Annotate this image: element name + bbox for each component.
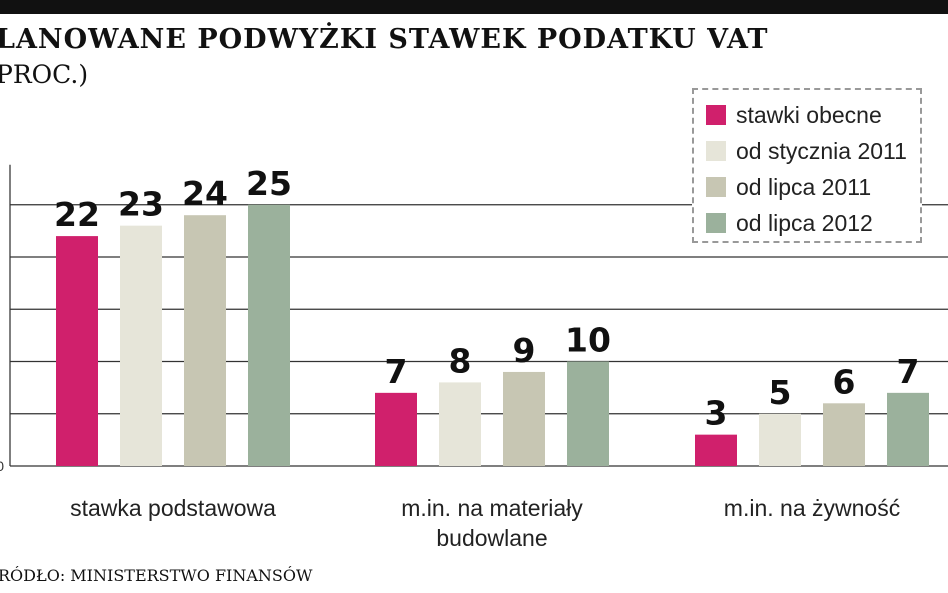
y-tick-label: 0: [0, 458, 4, 474]
legend-label: od lipca 2012: [736, 210, 873, 236]
bar-value-label: 23: [118, 185, 164, 224]
bar: [567, 361, 609, 466]
category-label: m.in. na żywność: [724, 495, 900, 521]
bar-value-label: 24: [182, 174, 228, 213]
legend-swatch: [706, 141, 726, 161]
bar-value-label: 3: [705, 394, 728, 433]
bar-value-label: 9: [513, 331, 536, 370]
legend-swatch: [706, 213, 726, 233]
bar-value-label: 25: [246, 164, 292, 203]
bar-value-label: 7: [897, 352, 920, 391]
legend-label: od stycznia 2011: [736, 138, 907, 164]
bar: [248, 204, 290, 466]
bar: [184, 215, 226, 466]
bar: [120, 225, 162, 466]
legend-label: stawki obecne: [736, 102, 882, 128]
bar-value-label: 22: [54, 195, 100, 234]
bar: [439, 382, 481, 466]
legend-label: od lipca 2011: [736, 174, 872, 200]
chart-title: LANOWANE PODWYŻKI STAWEK PODATKU VAT: [0, 24, 769, 55]
category-label: stawka podstawowa: [70, 495, 276, 521]
legend-swatch: [706, 105, 726, 125]
top-bar: [0, 0, 948, 14]
bar-value-label: 7: [385, 352, 408, 391]
legend-swatch: [706, 177, 726, 197]
bar: [375, 392, 417, 466]
bar-value-label: 8: [449, 341, 472, 380]
bar: [823, 403, 865, 466]
bar: [56, 236, 98, 466]
bar: [503, 371, 545, 466]
bar-value-label: 5: [769, 373, 792, 412]
bar: [695, 434, 737, 466]
chart-subtitle: PROC.): [0, 60, 89, 89]
bar-value-label: 6: [833, 362, 856, 401]
source-note: RÓDŁO: MINISTERSTWO FINANSÓW: [0, 566, 313, 585]
bar-value-label: 10: [565, 321, 611, 360]
category-label: budowlane: [436, 525, 547, 551]
chart-legend: stawki obecne od stycznia 2011 od lipca 20…: [692, 88, 922, 243]
bar: [759, 413, 801, 466]
bar: [887, 392, 929, 466]
category-label: m.in. na materiały: [401, 495, 583, 521]
